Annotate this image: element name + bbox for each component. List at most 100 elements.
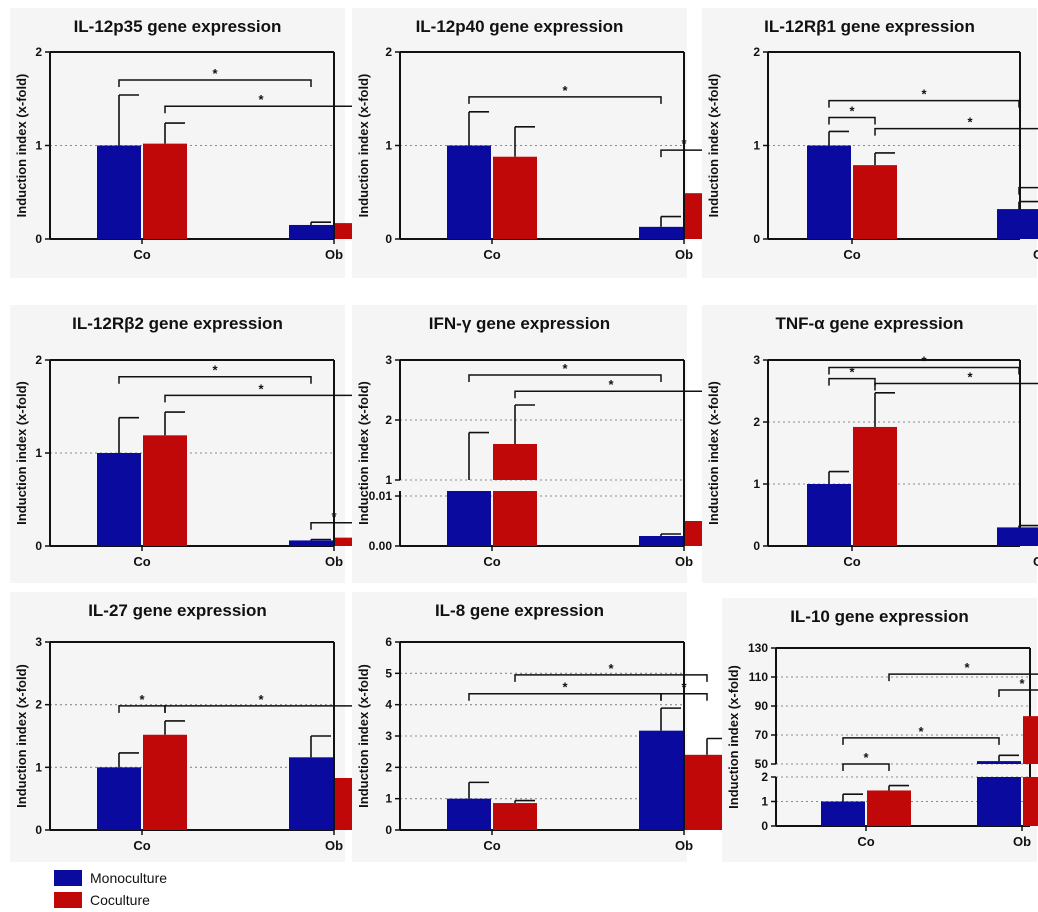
x-category-label: Ob [1033, 247, 1038, 262]
chart-panel-2: IL-12p40 gene expression 0 1 2 Induction ind… [352, 8, 729, 278]
significance-star: * [258, 381, 264, 396]
y-tick-label: 2 [385, 413, 392, 427]
y-tick-label: 50 [755, 757, 769, 771]
bracket-line [842, 763, 890, 771]
chart-panel-3: IL-12Rβ1 gene expression 0 1 2 Induction ind… [702, 8, 1038, 278]
significance-star: * [562, 83, 568, 98]
y-tick-label: 2 [35, 353, 42, 367]
x-category-label: Ob [1033, 554, 1038, 569]
legend-swatch-monoculture [54, 870, 82, 886]
bracket-line [828, 377, 876, 386]
bracket-line [888, 673, 1038, 682]
chart-title: IL-12p35 gene expression [74, 17, 282, 36]
y-tick-label: 3 [35, 635, 42, 649]
x-category-label: Ob [1013, 834, 1031, 849]
significance-star: * [139, 692, 145, 707]
y-ticks: 0.00 0.01 1 2 3 [369, 353, 400, 553]
y-axis-label: Induction index (x-fold) [356, 74, 371, 218]
bar-Co-coculture [143, 143, 187, 239]
bar-Co-coculture [853, 165, 897, 239]
y-axis-label: Induction index (x-fold) [356, 664, 371, 808]
bar-Co-monoculture [807, 145, 851, 239]
bracket-line [874, 127, 1038, 136]
x-category-label: Co [857, 834, 874, 849]
x-category-label: Co [843, 247, 860, 262]
y-tick-label: 1 [385, 473, 392, 487]
y-tick-label: 0 [761, 819, 768, 833]
significance-bracket: * [1018, 186, 1038, 195]
bar-Ob-coculture-lower [1023, 777, 1038, 826]
y-tick-label: 0.01 [369, 489, 393, 503]
y-tick-label: 1 [35, 760, 42, 774]
significance-star: * [681, 680, 687, 695]
x-category-label: Co [133, 838, 150, 853]
y-tick-label: 0 [35, 823, 42, 837]
bar-Co-coculture [493, 803, 537, 830]
legend-label-monoculture: Monoculture [90, 870, 168, 886]
bracket-line [828, 99, 1020, 108]
significance-star: * [964, 660, 970, 675]
x-category-label: Ob [675, 247, 693, 262]
significance-star: * [863, 750, 869, 765]
y-ticks: 0 1 250 70 90 110 130 [748, 641, 776, 833]
significance-star: * [681, 136, 687, 151]
significance-star: * [212, 66, 218, 81]
y-tick-label: 1 [35, 446, 42, 460]
y-axis-label: Induction index (x-fold) [14, 381, 29, 525]
y-tick-label: 1 [385, 792, 392, 806]
y-axis-label: Induction index (x-fold) [14, 74, 29, 218]
y-tick-label: 0 [35, 539, 42, 553]
chart-title: IL-12Rβ1 gene expression [764, 17, 975, 36]
bar-Co-monoculture [447, 145, 491, 239]
y-tick-label: 130 [748, 641, 768, 655]
bar-Ob-monoculture [997, 527, 1038, 546]
x-category-label: Ob [325, 247, 343, 262]
significance-bracket: * [842, 724, 1000, 745]
bar-Co-monoculture-lower [447, 491, 491, 546]
chart-title: IFN-γ gene expression [429, 314, 610, 333]
y-tick-label: 0.00 [369, 539, 393, 553]
y-tick-label: 2 [385, 45, 392, 59]
bar-Ob-coculture [685, 754, 729, 830]
significance-bracket: * [118, 363, 312, 384]
legend-item-coculture: Coculture [54, 890, 254, 910]
y-tick-label: 1 [35, 139, 42, 153]
x-category-label: Co [843, 554, 860, 569]
significance-star: * [562, 361, 568, 376]
y-tick-label: 4 [385, 698, 392, 712]
y-tick-label: 3 [385, 729, 392, 743]
y-axis-label: Induction index (x-fold) [356, 381, 371, 525]
chart-title: IL-10 gene expression [790, 607, 969, 626]
significance-star: * [331, 509, 337, 524]
significance-star: * [921, 353, 927, 368]
significance-bracket: * [660, 680, 708, 701]
chart-panel-1: IL-12p35 gene expression 0 1 2 Induction ind… [10, 8, 379, 278]
x-category-label: Ob [325, 554, 343, 569]
chart-panel-4: IL-12Rβ2 gene expression 0 1 2 Induction ind… [10, 305, 379, 583]
bracket-line [468, 374, 662, 382]
y-tick-label: 0 [753, 539, 760, 553]
bar-Ob-monoculture [639, 226, 683, 239]
y-axis-label: Induction index (x-fold) [706, 381, 721, 525]
y-tick-label: 1 [761, 795, 768, 809]
chart-panel-8: IL-8 gene expression 0 1 2 3 4 5 6 Induction ind… [352, 592, 729, 862]
chart-panel-5: IFN-γ gene expression 0.00 0.01 1 2 3 Inductio… [352, 305, 729, 583]
bracket-line [660, 692, 708, 701]
significance-star: * [1019, 676, 1025, 691]
y-tick-label: 1 [385, 139, 392, 153]
significance-bracket: * [468, 361, 662, 382]
significance-bracket: * [888, 660, 1038, 682]
y-tick-label: 70 [755, 728, 769, 742]
bar-Co-coculture [493, 156, 537, 239]
bracket-line [468, 96, 662, 104]
significance-bracket: * [874, 115, 1038, 136]
legend-item-monoculture: Monoculture [54, 868, 254, 888]
legend: Monoculture Coculture [54, 868, 254, 912]
x-category-label: Ob [675, 838, 693, 853]
bar-Ob-monoculture [289, 540, 333, 546]
y-tick-label: 0 [35, 232, 42, 246]
chart-panel-9: IL-10 gene expression 0 1 250 70 90 110 130 Indu… [722, 598, 1038, 862]
bar-Co-monoculture [97, 767, 141, 830]
x-category-label: Co [133, 247, 150, 262]
